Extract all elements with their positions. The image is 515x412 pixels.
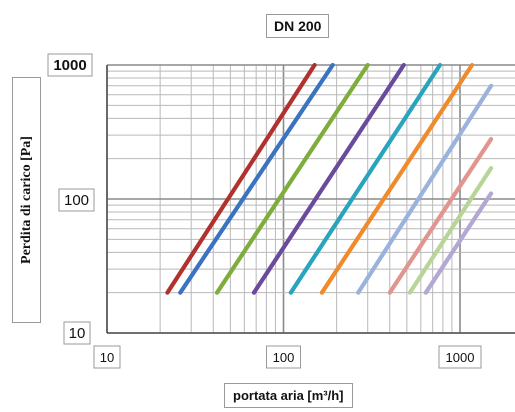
y-tick-label: 100 xyxy=(64,192,89,209)
x-tick-box xyxy=(438,345,482,369)
axes xyxy=(106,65,515,334)
x-tick-label: 100 xyxy=(273,350,295,365)
series-line-1 xyxy=(165,62,317,295)
series-line-3 xyxy=(214,62,370,295)
series-line-2 xyxy=(178,62,335,295)
chart-title: DN 200 xyxy=(266,14,330,38)
series-line-9 xyxy=(407,166,494,295)
series-line-8 xyxy=(387,136,494,295)
y-tick-box xyxy=(58,188,95,212)
x-tick-label: 1000 xyxy=(446,350,475,365)
y-axis-label-box: Perdita di carico [Pa] xyxy=(12,77,41,323)
series-lines xyxy=(165,62,494,295)
series-line-6 xyxy=(319,62,475,295)
y-tick-label: 10 xyxy=(69,325,86,342)
grid-lines xyxy=(106,64,515,334)
series-line-10 xyxy=(423,191,494,295)
series-line-4 xyxy=(251,62,406,295)
x-axis-label: portata aria [m³/h] xyxy=(224,383,353,408)
y-axis-label: Perdita di carico [Pa] xyxy=(18,136,34,264)
x-tick-box xyxy=(266,345,301,369)
x-tick-box xyxy=(93,345,121,369)
series-line-7 xyxy=(356,83,494,295)
tick-labels: 10 100 1000 10 100 1000 xyxy=(47,53,482,369)
series-line-5 xyxy=(288,62,443,295)
y-tick-box xyxy=(63,321,91,345)
y-tick-box xyxy=(47,53,93,77)
x-tick-label: 10 xyxy=(100,350,114,365)
y-tick-label: 1000 xyxy=(53,57,86,74)
